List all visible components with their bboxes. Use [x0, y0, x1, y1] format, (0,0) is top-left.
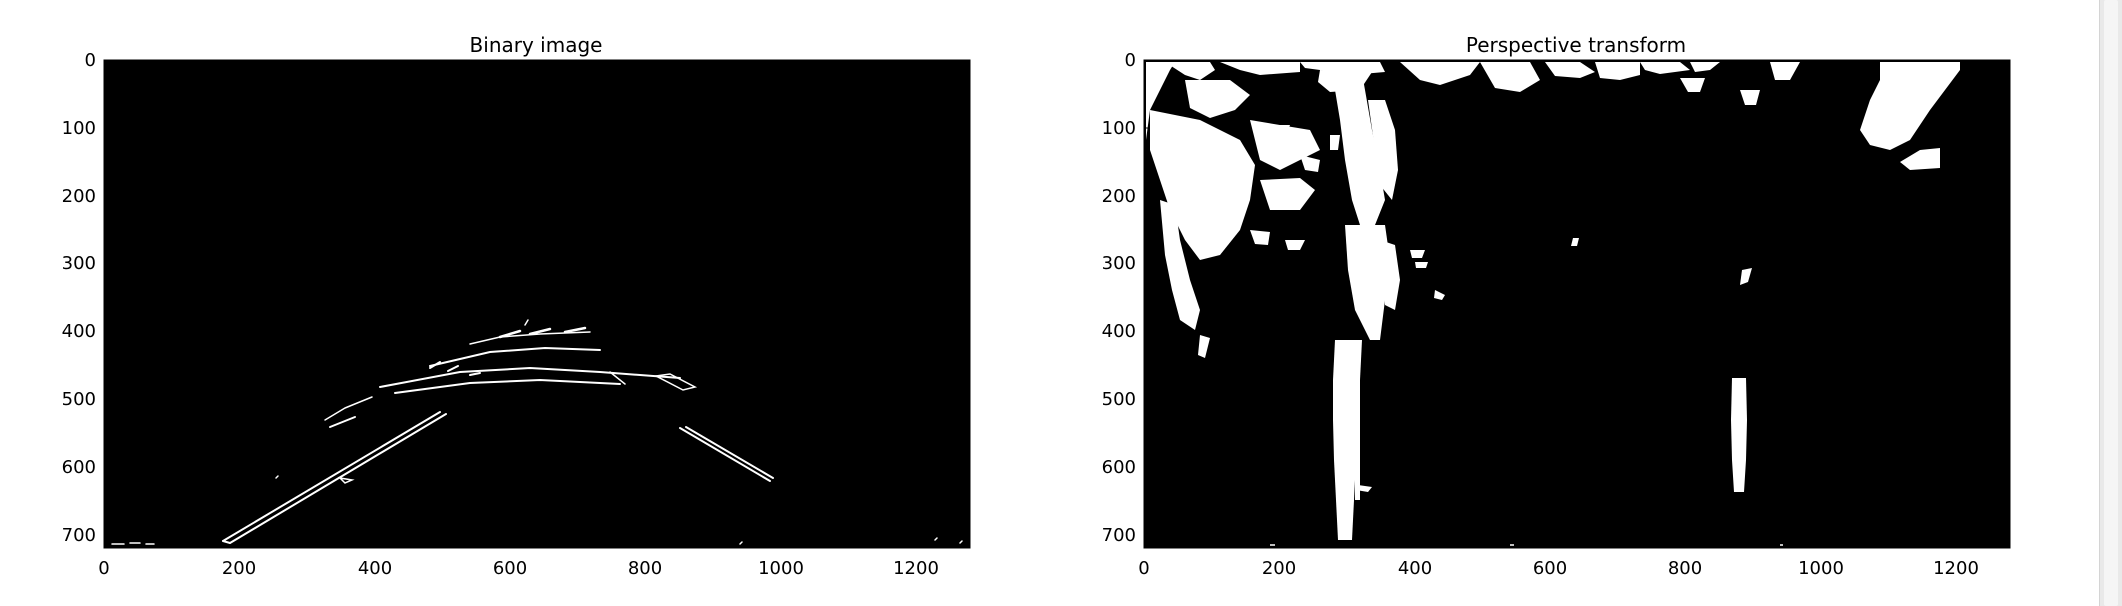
panel-binary: 0 200 400 600 800 1000 1200 0 100 200 30… — [62, 50, 970, 579]
x-tick-label: 200 — [222, 558, 256, 579]
y-tick-label: 200 — [62, 186, 96, 207]
y-tick-label: 200 — [1102, 186, 1136, 207]
x-tick-label: 1000 — [1798, 558, 1844, 579]
scrollbar-thumb[interactable] — [2104, 0, 2118, 606]
y-tick-label: 400 — [62, 321, 96, 342]
y-tick-label: 700 — [1102, 525, 1136, 546]
y-tick-label: 300 — [62, 253, 96, 274]
image-area-binary — [104, 60, 970, 548]
x-tick-label: 200 — [1262, 558, 1296, 579]
x-tick-label: 0 — [98, 558, 109, 579]
x-tick-label: 800 — [1668, 558, 1702, 579]
y-tick-label: 0 — [1125, 50, 1136, 71]
x-tick-label: 600 — [493, 558, 527, 579]
x-tick-label: 1200 — [1933, 558, 1979, 579]
y-tick-label: 100 — [1102, 118, 1136, 139]
x-tick-label: 400 — [358, 558, 392, 579]
y-tick-label: 100 — [62, 118, 96, 139]
y-tick-label: 600 — [62, 457, 96, 478]
y-tick-label: 500 — [62, 389, 96, 410]
y-tick-label: 300 — [1102, 253, 1136, 274]
vertical-scrollbar[interactable] — [2099, 0, 2122, 606]
x-tick-label: 600 — [1533, 558, 1567, 579]
x-tick-label: 1000 — [758, 558, 804, 579]
x-tick-label: 800 — [628, 558, 662, 579]
y-tick-label: 400 — [1102, 321, 1136, 342]
x-tick-label: 400 — [1398, 558, 1432, 579]
y-tick-label: 0 — [85, 50, 96, 71]
panel-perspective: 0 200 400 600 800 1000 1200 0 100 200 30… — [1102, 50, 2010, 579]
y-tick-label: 700 — [62, 525, 96, 546]
x-tick-label: 1200 — [893, 558, 939, 579]
y-tick-label: 600 — [1102, 457, 1136, 478]
x-tick-label: 0 — [1138, 558, 1149, 579]
y-tick-label: 500 — [1102, 389, 1136, 410]
